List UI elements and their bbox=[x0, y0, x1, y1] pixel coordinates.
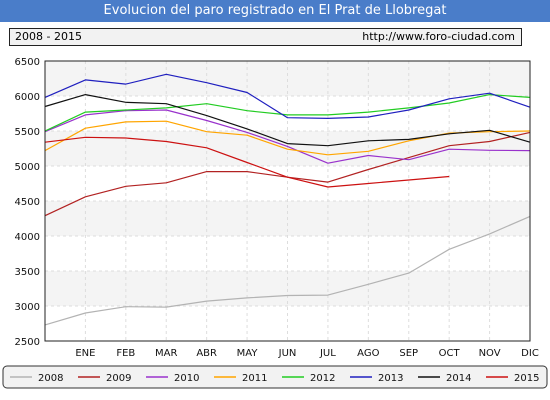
series-lines bbox=[44, 73, 531, 326]
x-tick-label: SEP bbox=[399, 348, 418, 359]
axes: 2500 3000 3500 4000 4500 5000 5500 6000 6500 ENE F… bbox=[15, 57, 539, 359]
x-tick-label: MAR bbox=[155, 348, 177, 359]
y-tick-label: 5000 bbox=[15, 162, 40, 173]
x-tick-label: DIC bbox=[521, 348, 539, 359]
legend-label-2014: 2014 bbox=[446, 373, 471, 384]
source-url: http://www.foro-ciudad.com bbox=[362, 30, 515, 43]
plot-border bbox=[44, 60, 531, 342]
x-tick-label: AGO bbox=[357, 348, 379, 359]
chart-title: Evolucion del paro registrado en El Prat… bbox=[0, 0, 550, 22]
x-tick-label: ABR bbox=[196, 348, 217, 359]
x-tick-label: FEB bbox=[116, 348, 135, 359]
y-tick-label: 5500 bbox=[15, 127, 40, 138]
plot-band bbox=[45, 271, 530, 306]
y-tick-label: 6000 bbox=[15, 92, 40, 103]
y-tick-label: 4000 bbox=[15, 232, 40, 243]
series-line-2013 bbox=[44, 73, 531, 120]
plot-band bbox=[45, 61, 530, 96]
series-line-2010 bbox=[44, 109, 531, 164]
x-tick-label: MAY bbox=[237, 348, 259, 359]
legend-label-2009: 2009 bbox=[106, 373, 131, 384]
x-tick-label: OCT bbox=[439, 348, 461, 359]
x-tick-label: NOV bbox=[479, 348, 501, 359]
series-line-2011 bbox=[44, 120, 531, 156]
x-tick-label: JUN bbox=[278, 348, 297, 359]
series-line-2015 bbox=[44, 136, 450, 188]
y-tick-label: 3500 bbox=[15, 267, 40, 278]
y-tick-label: 6500 bbox=[15, 57, 40, 68]
info-box: 2008 - 2015 http://www.foro-ciudad.com bbox=[9, 28, 522, 46]
legend-label-2013: 2013 bbox=[378, 373, 403, 384]
y-tick-label: 3000 bbox=[15, 302, 40, 313]
series-line-2008 bbox=[44, 215, 531, 326]
series-line-2014 bbox=[44, 93, 531, 147]
x-tick-label: ENE bbox=[75, 348, 95, 359]
legend-label-2012: 2012 bbox=[310, 373, 335, 384]
plot-band bbox=[45, 131, 530, 166]
legend-label-2010: 2010 bbox=[174, 373, 199, 384]
series-line-2012 bbox=[44, 93, 531, 132]
legend-label-2015: 2015 bbox=[514, 373, 539, 384]
legend: 2008 2009 2010 2011 2012 2013 2014 2015 bbox=[2, 365, 548, 389]
period-label: 2008 - 2015 bbox=[15, 30, 82, 43]
legend-box bbox=[2, 365, 548, 389]
legend-label-2008: 2008 bbox=[38, 373, 63, 384]
x-tick-label: JUL bbox=[319, 348, 336, 359]
y-tick-label: 4500 bbox=[15, 197, 40, 208]
y-tick-label: 2500 bbox=[15, 337, 40, 348]
legend-label-2011: 2011 bbox=[242, 373, 267, 384]
